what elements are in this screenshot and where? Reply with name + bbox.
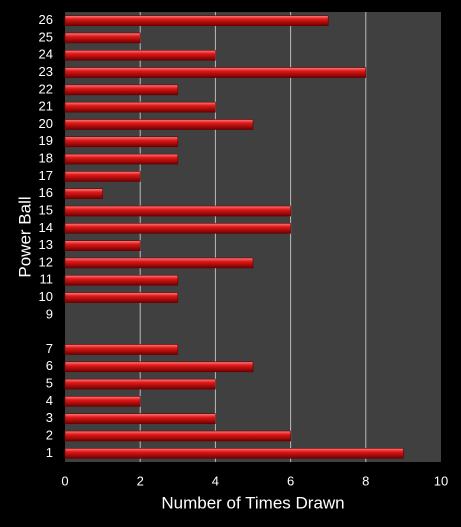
- bar: [64, 344, 179, 355]
- y-tick-label: 3: [46, 410, 53, 425]
- bar: [64, 448, 404, 459]
- bar: [64, 171, 141, 182]
- x-tick-label: 10: [434, 473, 448, 488]
- y-tick-label: 5: [46, 376, 53, 391]
- y-tick-label: 11: [40, 272, 54, 287]
- bar: [64, 119, 254, 130]
- y-tick-label: 26: [39, 12, 53, 27]
- x-tick-label: 4: [212, 473, 219, 488]
- bar: [64, 49, 216, 61]
- x-tick-label: 0: [61, 473, 68, 488]
- y-tick-label: 20: [39, 116, 53, 131]
- y-tick-label: 22: [39, 81, 53, 96]
- y-tick-label: 1: [46, 445, 53, 460]
- y-tick-label: 10: [39, 289, 53, 304]
- bar: [64, 136, 179, 148]
- bar: [64, 205, 291, 217]
- bar: [64, 32, 141, 44]
- y-tick-label: 16: [39, 185, 53, 200]
- y-tick-label: 17: [39, 168, 53, 183]
- y-tick-label: 23: [39, 64, 53, 79]
- bar: [64, 153, 179, 165]
- x-tick-label: 2: [137, 473, 144, 488]
- y-tick-label: 24: [39, 47, 53, 62]
- bar: [64, 101, 216, 113]
- bar: [64, 396, 141, 407]
- y-tick-label: 7: [46, 341, 53, 356]
- bar: [64, 413, 216, 425]
- y-tick-label: 2: [46, 427, 53, 442]
- y-tick-label: 4: [46, 393, 53, 408]
- y-tick-label: 14: [39, 220, 53, 235]
- bar: [64, 84, 179, 96]
- bar: [64, 292, 179, 303]
- y-tick-label: 18: [39, 151, 53, 166]
- bar: [64, 430, 291, 442]
- x-axis-title: Number of Times Drawn: [161, 493, 344, 512]
- y-tick-label: 15: [39, 202, 53, 217]
- bar: [64, 67, 367, 78]
- bar: [64, 361, 254, 373]
- plot-area: [65, 12, 441, 462]
- y-tick-label: 21: [39, 99, 53, 114]
- y-tick-label: 9: [46, 306, 53, 321]
- y-tick-label: 13: [39, 237, 53, 252]
- bar: [64, 188, 103, 200]
- bar: [64, 274, 179, 286]
- y-tick-label: 19: [39, 133, 53, 148]
- bar: [64, 15, 329, 26]
- y-tick-label: 12: [39, 254, 53, 269]
- bar: [64, 257, 254, 269]
- x-tick-label: 8: [362, 473, 369, 488]
- y-axis-title: Power Ball: [15, 196, 34, 277]
- x-tick-label: 6: [287, 473, 294, 488]
- bar: [64, 240, 141, 251]
- bar: [64, 378, 216, 390]
- y-tick-label: 6: [46, 358, 53, 373]
- bar: [64, 223, 291, 234]
- y-tick-label: 25: [39, 29, 53, 44]
